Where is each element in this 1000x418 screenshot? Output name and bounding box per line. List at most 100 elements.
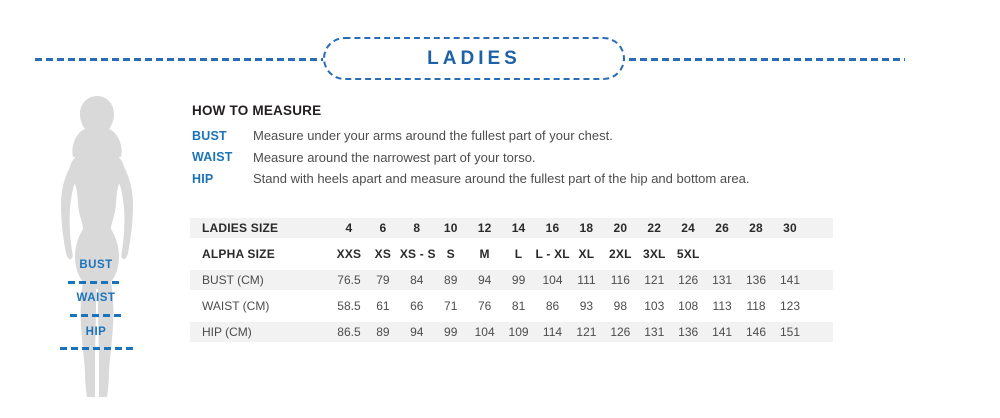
table-cell: 12 xyxy=(467,215,502,241)
measure-desc-hip: Stand with heels apart and measure aroun… xyxy=(253,171,750,187)
section-title-pill: LADIES xyxy=(323,37,625,80)
bust-dash-line-icon xyxy=(68,281,122,284)
size-table-body: LADIES SIZE 4 6 8 10 12 14 16 18 20 22 24 26 28 30 ALPH… xyxy=(190,215,833,345)
measure-desc-waist: Measure around the narrowest part of you… xyxy=(253,149,536,165)
table-cell: 14 xyxy=(501,215,536,241)
table-cell: 89 xyxy=(433,267,468,293)
table-cell: 8 xyxy=(399,215,434,241)
table-cell xyxy=(772,241,807,267)
row-label: ALPHA SIZE xyxy=(190,241,332,267)
table-cell: 146 xyxy=(739,319,773,345)
table-cell: XL xyxy=(569,241,604,267)
table-cell: 76.5 xyxy=(332,267,366,293)
table-cell: 24 xyxy=(671,215,706,241)
table-cell: 4 xyxy=(332,215,366,241)
hip-dash-line-icon xyxy=(60,347,134,350)
table-cell: 121 xyxy=(569,319,604,345)
table-cell: 104 xyxy=(467,319,502,345)
figure-bust-label: BUST xyxy=(79,259,113,271)
table-cell: 99 xyxy=(433,319,468,345)
row-label: LADIES SIZE xyxy=(190,215,332,241)
table-cell: 114 xyxy=(535,319,570,345)
table-cell: 118 xyxy=(739,293,773,319)
row-label: HIP (CM) xyxy=(190,319,332,345)
section-title: LADIES xyxy=(427,47,521,69)
table-cell: 131 xyxy=(705,267,740,293)
table-cell: 2XL xyxy=(603,241,638,267)
table-cell: XS - S xyxy=(399,241,436,267)
table-cell: 20 xyxy=(603,215,638,241)
measure-instruction-row: HIP Stand with heels apart and measure a… xyxy=(192,168,882,190)
table-cell: 141 xyxy=(705,319,740,345)
table-cell: 123 xyxy=(772,293,807,319)
figure-hip-label: HIP xyxy=(85,326,107,338)
measure-term-waist: WAIST xyxy=(192,150,233,165)
table-cell: 104 xyxy=(535,267,570,293)
female-silhouette-icon xyxy=(61,96,133,397)
table-cell: 22 xyxy=(637,215,672,241)
table-cell: XS xyxy=(365,241,400,267)
row-label: WAIST (CM) xyxy=(190,293,332,319)
spacer-cell xyxy=(807,267,833,293)
table-cell: 111 xyxy=(569,267,604,293)
table-cell: 66 xyxy=(399,293,434,319)
table-cell: 103 xyxy=(637,293,672,319)
table-cell: 10 xyxy=(433,215,468,241)
table-cell: 86.5 xyxy=(332,319,366,345)
spacer-cell xyxy=(807,215,833,241)
table-cell: 18 xyxy=(569,215,604,241)
spacer-cell xyxy=(807,319,833,345)
spacer-cell xyxy=(807,293,833,319)
figure-waist-label: WAIST xyxy=(76,292,116,304)
how-to-measure-section: HOW TO MEASURE BUST Measure under your a… xyxy=(192,103,882,190)
table-cell: 131 xyxy=(637,319,672,345)
measure-instruction-row: WAIST Measure around the narrowest part … xyxy=(192,147,882,169)
table-cell xyxy=(739,241,773,267)
table-cell: 113 xyxy=(705,293,740,319)
table-cell: L xyxy=(501,241,536,267)
waist-dash-line-icon xyxy=(70,314,121,317)
table-cell: 16 xyxy=(535,215,570,241)
table-cell: 81 xyxy=(501,293,536,319)
measure-desc-bust: Measure under your arms around the fulle… xyxy=(253,128,613,144)
table-row: BUST (CM) 76.5 79 84 89 94 99 104 111 116 121 126 13… xyxy=(190,267,833,293)
measure-term-hip: HIP xyxy=(192,171,214,186)
table-cell: 93 xyxy=(569,293,604,319)
table-cell: 136 xyxy=(739,267,773,293)
table-row: HIP (CM) 86.5 89 94 99 104 109 114 121 126 131 136 1… xyxy=(190,319,833,345)
table-cell: 26 xyxy=(705,215,740,241)
how-to-measure-title: HOW TO MEASURE xyxy=(192,103,322,118)
table-cell: XXS xyxy=(332,241,366,267)
table-cell: 116 xyxy=(603,267,638,293)
table-cell: S xyxy=(433,241,468,267)
table-cell: 141 xyxy=(772,267,807,293)
table-cell: 79 xyxy=(365,267,400,293)
measure-term-bust: BUST xyxy=(192,128,227,143)
table-cell: 126 xyxy=(603,319,638,345)
table-cell: 61 xyxy=(365,293,400,319)
table-cell: 94 xyxy=(399,319,434,345)
table-cell: 30 xyxy=(772,215,807,241)
row-label: BUST (CM) xyxy=(190,267,332,293)
table-cell: 28 xyxy=(739,215,773,241)
measure-instruction-row: BUST Measure under your arms around the … xyxy=(192,125,882,147)
table-cell: 136 xyxy=(671,319,706,345)
table-cell: 108 xyxy=(671,293,706,319)
table-cell: 94 xyxy=(467,267,502,293)
table-cell: 89 xyxy=(365,319,400,345)
table-cell: 109 xyxy=(501,319,536,345)
table-cell: 151 xyxy=(772,319,807,345)
table-cell: 6 xyxy=(365,215,400,241)
size-table: LADIES SIZE 4 6 8 10 12 14 16 18 20 22 24 26 28 30 ALPH… xyxy=(190,215,833,345)
table-cell: 99 xyxy=(501,267,536,293)
table-row: WAIST (CM) 58.5 61 66 71 76 81 86 93 98 103 108 113 1… xyxy=(190,293,833,319)
table-cell: 86 xyxy=(535,293,570,319)
measurement-figure: BUST WAIST HIP xyxy=(50,95,180,400)
table-cell xyxy=(705,241,740,267)
table-cell: 5XL xyxy=(671,241,706,267)
table-cell: M xyxy=(467,241,502,267)
table-cell: 98 xyxy=(603,293,638,319)
table-cell: 76 xyxy=(467,293,502,319)
